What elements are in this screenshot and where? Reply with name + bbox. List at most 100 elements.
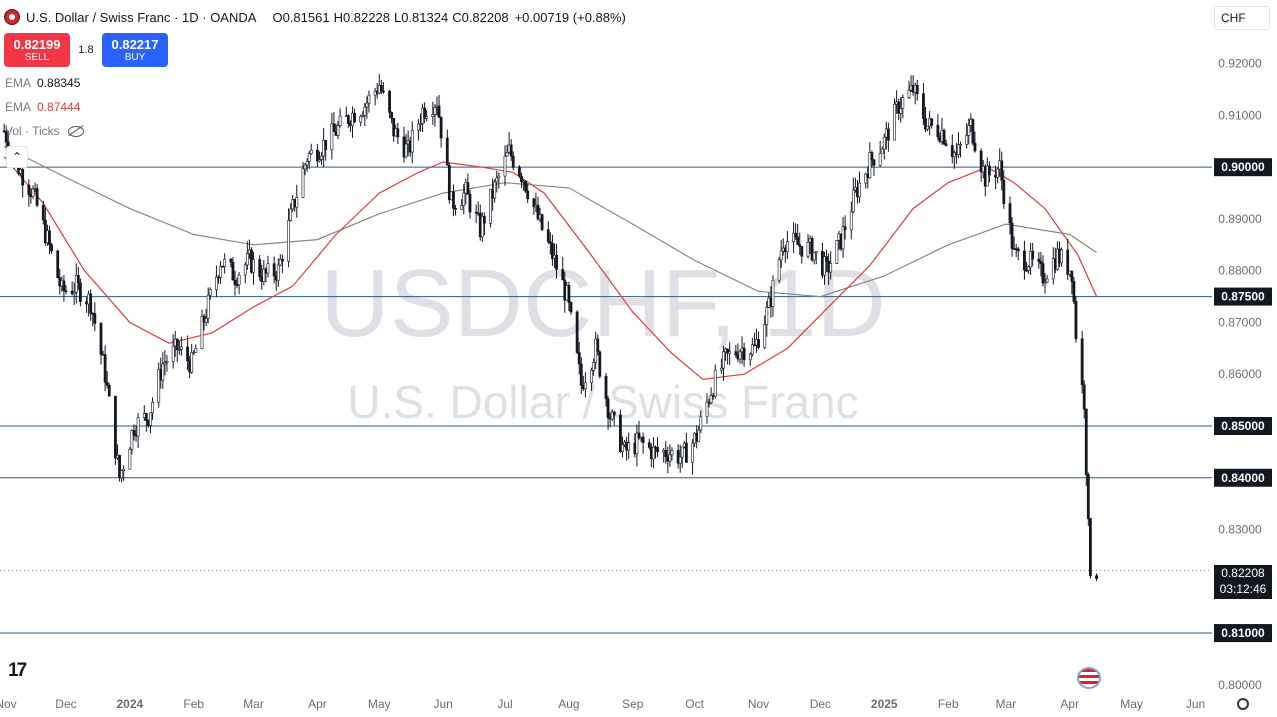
candle-body: [78, 282, 82, 303]
candle-body: [532, 198, 536, 208]
candle-body: [233, 279, 237, 285]
candle-body: [480, 216, 484, 238]
candle-body: [843, 226, 847, 231]
candle-body: [194, 348, 198, 353]
candle-body: [899, 108, 903, 114]
level-label-bg: [1214, 287, 1272, 306]
candle-body: [1066, 249, 1070, 275]
y-tick-label: 0.89000: [1218, 212, 1262, 226]
candle-body: [897, 101, 901, 114]
candle-body: [324, 139, 328, 151]
candle-body: [1060, 249, 1063, 264]
eye-hidden-icon[interactable]: [67, 126, 84, 138]
level-label-bg: [1214, 417, 1272, 435]
candle-body: [103, 354, 107, 383]
time-axis[interactable]: Nov Dec 2024 Feb Mar Apr May Jun Jul Aug Sep Oct Nov…: [0, 697, 1205, 711]
candle-body: [316, 149, 319, 162]
candle-body: [806, 241, 810, 257]
candle-body: [474, 211, 478, 214]
candle-body: [886, 128, 890, 141]
candle-body: [1086, 474, 1090, 519]
candle-body: [684, 442, 688, 463]
candle-body: [27, 184, 31, 195]
candle-body: [1023, 250, 1026, 271]
ema-slow-line[interactable]: [3, 145, 1097, 298]
candle-body: [577, 352, 581, 365]
gear-icon[interactable]: [1237, 698, 1249, 710]
candle-body: [262, 268, 266, 282]
candle-body: [668, 454, 672, 462]
buy-button[interactable]: 0.82217 BUY: [102, 33, 168, 67]
candle-body: [652, 446, 655, 460]
x-tick-label: Sep: [622, 697, 644, 711]
ema-fast-label: EMA: [5, 100, 32, 114]
candle-body: [219, 265, 222, 278]
candle-body: [771, 279, 775, 307]
chevron-up-icon[interactable]: ⌃: [6, 146, 28, 168]
candle-body: [812, 252, 816, 261]
candle-body: [647, 442, 651, 448]
candle-body: [829, 263, 833, 273]
symbol-title[interactable]: U.S. Dollar / Swiss Franc · 1D · OANDA: [26, 9, 257, 25]
currency-button[interactable]: CHF: [1214, 6, 1270, 30]
volume-label: Vol · Ticks: [5, 124, 60, 138]
sell-button[interactable]: 0.82199 SELL: [4, 33, 70, 67]
candle-body: [814, 251, 818, 254]
us-event-flag-icon[interactable]: [1077, 667, 1101, 689]
candle-body: [215, 276, 218, 290]
candle-body: [206, 294, 210, 319]
candle-body: [381, 90, 385, 93]
candle-body: [878, 152, 882, 166]
ema-fast-legend[interactable]: EMA 0.87444: [5, 100, 80, 114]
candle-body: [670, 450, 674, 456]
candle-body: [1074, 301, 1078, 340]
candlesticks: [2, 74, 1098, 582]
candle-body: [31, 188, 35, 197]
candle-body: [518, 166, 521, 177]
candle-body: [579, 363, 583, 386]
candle-body: [621, 444, 624, 452]
candle-body: [223, 258, 227, 267]
candle-body: [893, 103, 896, 141]
candle-body: [728, 351, 732, 354]
candle-body: [823, 256, 826, 276]
candle-body: [303, 164, 307, 170]
candle-body: [635, 432, 639, 455]
candle-body: [792, 232, 795, 242]
candle-body: [237, 274, 241, 285]
change-value: +0.00719 (+0.88%): [514, 9, 626, 25]
x-tick-label: Oct: [685, 697, 704, 711]
candle-body: [482, 216, 486, 224]
candle-body: [76, 275, 80, 283]
candle-body: [190, 352, 194, 373]
level-label: 0.87500: [1221, 290, 1265, 304]
y-tick-label: 0.87000: [1218, 315, 1262, 329]
candle-body: [868, 152, 872, 179]
candle-body: [551, 242, 554, 259]
candle-body: [726, 348, 730, 354]
candle-body: [548, 241, 552, 244]
candle-body: [942, 130, 946, 145]
spread-value: 1.8: [78, 44, 94, 56]
candle-body: [870, 152, 874, 161]
ema-slow-legend[interactable]: EMA 0.88345: [5, 76, 80, 90]
candle-body: [252, 259, 255, 273]
candle-body: [301, 168, 305, 198]
candle-body: [439, 116, 443, 139]
ema-fast-line[interactable]: [3, 156, 1098, 381]
level-label: 0.90000: [1221, 160, 1265, 174]
candle-body: [390, 112, 394, 119]
tradingview-logo[interactable]: 17: [8, 660, 27, 681]
volume-legend[interactable]: Vol · Ticks: [5, 124, 84, 138]
candle-body: [680, 446, 684, 458]
candle-body: [64, 290, 68, 293]
y-tick-label: 0.80000: [1218, 678, 1262, 692]
candle-body: [858, 182, 861, 198]
candle-body: [1072, 281, 1076, 302]
price-axis[interactable]: 0.90000 0.87500 0.85000 0.84000 0.81000 0.920…: [1214, 57, 1272, 692]
candle-body: [272, 263, 276, 277]
candle-body: [697, 429, 701, 442]
candle-body: [985, 165, 989, 187]
candle-body: [713, 369, 717, 397]
